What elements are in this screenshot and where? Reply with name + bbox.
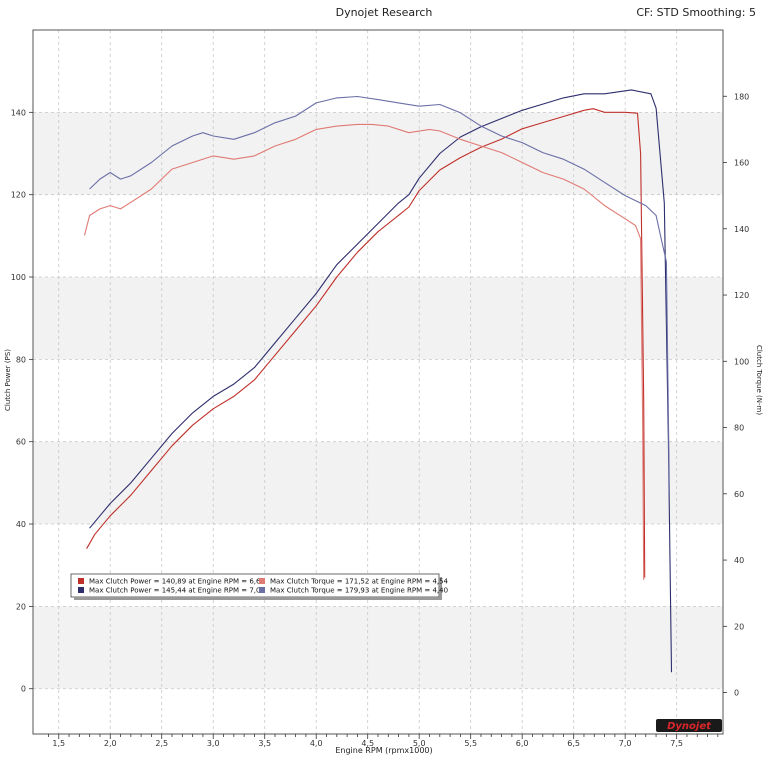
legend: Max Clutch Power = 140,89 at Engine RPM …: [70, 573, 449, 600]
legend-entry-torque-run1: Max Clutch Torque = 171,52 at Engine RPM…: [270, 578, 449, 586]
background-band: [33, 606, 723, 689]
y-axis-right-label: Clutch Torque (N-m): [755, 345, 763, 415]
x-tick-label: 1,5: [52, 739, 65, 748]
x-tick-label: 3,0: [207, 739, 220, 748]
x-axis-label: Engine RPM (rpmx1000): [335, 746, 432, 755]
x-tick-label: 4,0: [310, 739, 323, 748]
y-axis-left: 0 20 40 60 80 100 120 140: [11, 108, 33, 694]
y-right-tick-label: 20: [734, 622, 744, 631]
y-left-tick-label: 20: [16, 602, 26, 611]
y-right-tick-label: 60: [734, 490, 744, 499]
chart-title: Dynojet Research: [336, 6, 433, 19]
power-curve-run2: [89, 89, 673, 673]
x-tick-label: 7,0: [619, 739, 632, 748]
y-axis-right: 0 20 40 60 80 100 120 140 160 180: [723, 92, 749, 698]
chart-settings-info: CF: STD Smoothing: 5: [636, 6, 756, 19]
y-left-tick-label: 60: [16, 438, 26, 447]
x-tick-label: 4,5: [361, 739, 374, 748]
power-curve-run1: [86, 108, 646, 578]
torque-curve-run1: [83, 123, 645, 580]
legend-shadow-bottom: [74, 597, 442, 600]
y-axis-left-label: Clutch Power (PS): [4, 349, 12, 411]
legend-entry-power-run2: Max Clutch Power = 145,44 at Engine RPM …: [89, 587, 265, 595]
y-left-tick-label: 100: [11, 273, 26, 282]
x-tick-label: 5,0: [413, 739, 426, 748]
x-tick-label: 2,5: [155, 739, 168, 748]
legend-swatch-torque-run2: [259, 587, 265, 593]
background-band: [33, 277, 723, 360]
x-tick-label: 5,5: [464, 739, 477, 748]
x-tick-label: 7,5: [670, 739, 683, 748]
y-right-tick-label: 140: [734, 225, 749, 234]
x-axis: 1,5 2,0 2,5 3,0 3,5 4,0 4,5 5,0 5,5 6,0 6,5 7,0 7,5: [48, 734, 719, 748]
dynojet-logo-badge: [656, 719, 722, 732]
background-bands: [33, 112, 723, 689]
legend-shadow-right: [439, 577, 442, 600]
background-band: [33, 112, 723, 195]
legend-swatch-power-run1: [78, 578, 84, 584]
grid-lines: [33, 30, 723, 734]
y-right-tick-label: 0: [734, 689, 739, 698]
legend-entry-power-run1: Max Clutch Power = 140,89 at Engine RPM …: [89, 578, 265, 586]
torque-curve-run2: [89, 95, 670, 494]
y-right-tick-label: 180: [734, 92, 749, 101]
legend-swatch-power-run2: [78, 587, 84, 593]
y-right-tick-label: 40: [734, 556, 744, 565]
y-right-tick-label: 80: [734, 424, 744, 433]
series-layer: [83, 89, 673, 673]
legend-swatch-torque-run1: [259, 578, 265, 584]
x-tick-label: 3,5: [258, 739, 271, 748]
y-right-tick-label: 120: [734, 291, 749, 300]
y-right-tick-label: 100: [734, 357, 749, 366]
dynojet-logo-text: Dynojet: [667, 721, 712, 732]
legend-entry-torque-run2: Max Clutch Torque = 179,93 at Engine RPM…: [270, 587, 448, 595]
y-right-tick-label: 160: [734, 159, 749, 168]
y-left-tick-label: 0: [21, 685, 26, 694]
x-tick-label: 2,0: [104, 739, 117, 748]
background-band: [33, 441, 723, 525]
y-left-tick-label: 40: [16, 520, 26, 529]
x-tick-label: 6,5: [567, 739, 580, 748]
y-left-tick-label: 140: [11, 108, 26, 117]
y-left-tick-label: 120: [11, 191, 26, 200]
dynojet-logo: Dynojet: [656, 719, 722, 732]
x-tick-label: 6,0: [516, 739, 529, 748]
y-left-tick-label: 80: [16, 355, 26, 364]
